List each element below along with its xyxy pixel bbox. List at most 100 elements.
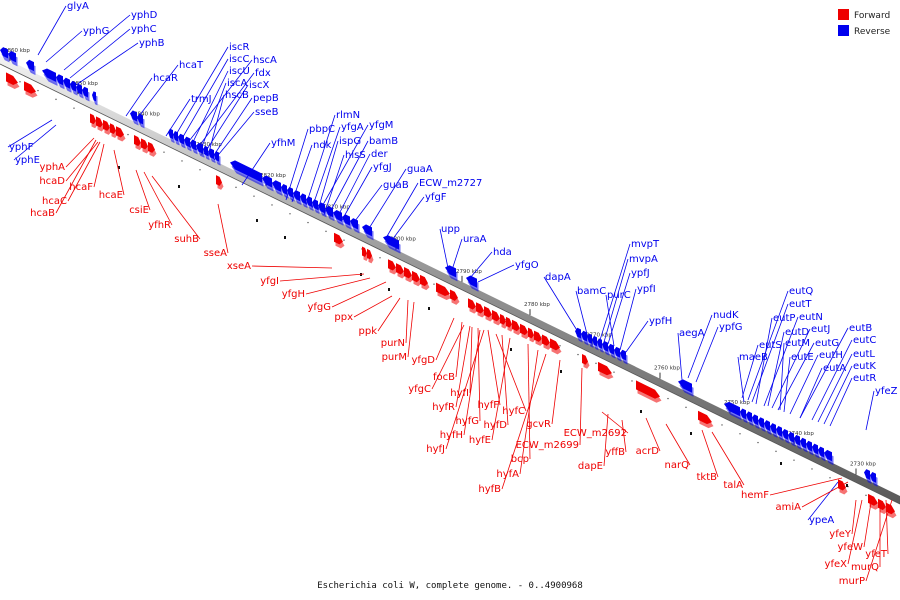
leader-line (455, 325, 471, 408)
gene-label: mvpT (631, 239, 660, 250)
minor-tick (343, 239, 345, 241)
minor-tick (757, 441, 759, 444)
gene-label: yfeY (829, 529, 852, 540)
leader-line (767, 331, 785, 407)
gene-label: upp (441, 224, 460, 235)
gene-label: talA (723, 480, 743, 491)
reverse-gene-arrow (350, 218, 360, 234)
gene-label: iscU (229, 66, 250, 77)
minor-tick (739, 433, 741, 435)
leader-line (769, 477, 843, 496)
gene-label: amiA (776, 502, 802, 513)
gene-label: hscB (225, 90, 249, 101)
gene-label: aegA (679, 328, 705, 339)
gene-label: narQ (665, 460, 690, 471)
forward-gene-arrow (367, 248, 374, 264)
legend: Forward Reverse (838, 9, 891, 37)
gene-label: yfhR (148, 220, 171, 231)
feature-mark (780, 462, 782, 465)
leader-line (527, 343, 531, 460)
feature-mark (178, 185, 180, 188)
reverse-gene-arrow (92, 91, 98, 106)
gene-label: acrD (636, 446, 660, 457)
reverse-gene-arrow (870, 472, 878, 487)
leader-line (469, 251, 493, 279)
gene-label: eutP (773, 313, 795, 324)
forward-gene-arrow (450, 289, 460, 305)
leader-line (305, 114, 336, 206)
gene-label: mvpA (629, 254, 658, 265)
minor-tick (73, 107, 75, 109)
forward-gene-arrow (534, 330, 544, 346)
reverse-gene-arrow (82, 86, 90, 102)
minor-tick (631, 380, 633, 382)
leader-line (543, 276, 579, 333)
gene-label: xseA (227, 261, 251, 272)
gene-label: ypeA (809, 515, 834, 526)
reverse-gene-arrow (196, 142, 205, 158)
feature-mark (690, 432, 692, 435)
leader-line (823, 365, 853, 425)
leader-line (811, 339, 853, 421)
leader-line (863, 495, 873, 548)
leader-line (435, 317, 455, 361)
minor-tick (577, 353, 579, 356)
reverse-gene-arrow (770, 423, 778, 438)
forward-gene-arrow (582, 354, 590, 369)
gene-label: ECW_m2699 (516, 440, 579, 451)
leader-line (763, 316, 799, 407)
reverse-gene-arrow (306, 196, 314, 212)
leader-line (45, 30, 83, 63)
gene-label: eutC (853, 335, 876, 346)
leader-line (407, 301, 415, 358)
minor-tick (307, 221, 309, 224)
gene-label: eutH (819, 350, 843, 361)
reverse-gene-arrow (788, 431, 796, 447)
leader-line (851, 499, 857, 535)
gene-label: fdx (255, 68, 271, 79)
minor-tick (595, 362, 597, 365)
gene-label: focB (433, 372, 455, 383)
gene-label: hcaF (69, 182, 93, 193)
leader-line (305, 277, 371, 295)
leader-line (329, 140, 369, 213)
leader-line (341, 166, 373, 221)
forward-gene-arrow (148, 141, 157, 157)
gene-label: bamB (369, 136, 398, 147)
gene-label: purN (381, 338, 405, 349)
reverse-gene-arrow (272, 180, 283, 196)
forward-gene-arrow (388, 259, 398, 275)
reverse-gene-arrow (620, 349, 628, 365)
leader-line (69, 28, 131, 79)
leader-line (695, 326, 719, 383)
reverse-gene-arrow (8, 50, 18, 67)
gene-label: dapE (578, 461, 603, 472)
reverse-gene-arrow (26, 59, 36, 76)
forward-gene-arrow (484, 306, 494, 322)
leader-line (779, 342, 785, 411)
leader-line (351, 184, 383, 226)
leader-line (799, 327, 849, 419)
gene-label: eutR (853, 373, 876, 384)
leader-line (747, 290, 789, 401)
gene-label: eutE (791, 352, 814, 363)
leader-line (67, 141, 101, 202)
minor-tick (127, 133, 129, 136)
gene-features (0, 47, 897, 519)
forward-gene-arrow (506, 316, 514, 332)
feature-mark (510, 348, 512, 351)
gene-label: dapA (545, 272, 571, 283)
minor-tick (325, 230, 327, 233)
tick-label: 2860 kbp (4, 48, 30, 54)
gene-label: sseA (204, 248, 228, 259)
gene-label: rlmN (336, 110, 360, 121)
leader-line (207, 94, 225, 157)
reverse-gene-arrow (76, 83, 84, 99)
leader-line (701, 429, 719, 478)
reverse-gene-arrow (864, 469, 872, 484)
leader-line (199, 82, 227, 153)
minor-tick (775, 450, 777, 453)
leader-line (711, 431, 745, 486)
tick-label: 2780 kbp (524, 302, 550, 308)
gene-label: iscR (229, 42, 249, 53)
